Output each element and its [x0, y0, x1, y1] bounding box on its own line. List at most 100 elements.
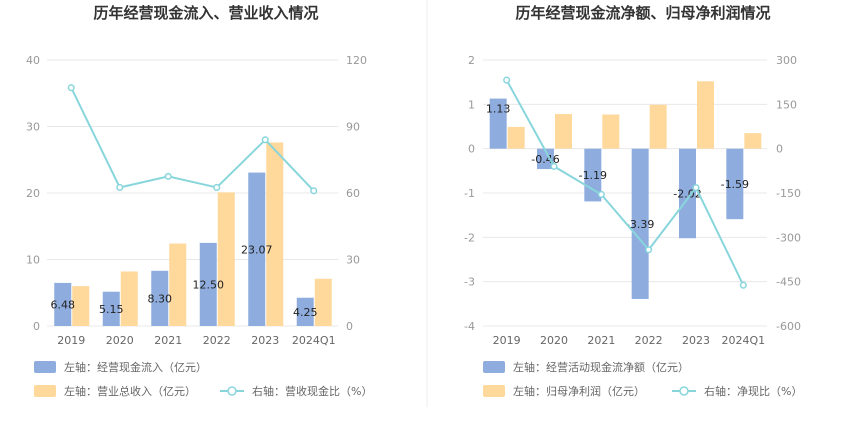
x-category-label: 2023 [682, 334, 710, 347]
x-category-label: 2020 [106, 334, 134, 347]
bar-series-2 [555, 114, 572, 149]
legend-label: 左轴：经营现金流入（亿元） [64, 360, 207, 374]
bar-series-1 [631, 148, 649, 299]
y-right-tick-label: -600 [776, 320, 801, 333]
y-right-tick-label: 120 [346, 54, 367, 67]
y-left-tick-label: 20 [26, 187, 40, 200]
data-label: 1.13 [486, 103, 511, 116]
data-label: -1.59 [721, 178, 749, 191]
line-point [597, 190, 605, 199]
line-point [550, 162, 558, 170]
bar-series-2 [266, 142, 284, 326]
legend-label: 左轴：归母净利润（亿元） [513, 384, 645, 398]
bar-series-1 [54, 282, 72, 326]
line-series [70, 87, 315, 192]
bar-series-1 [537, 148, 554, 170]
bar-series-2 [744, 133, 762, 149]
bar-series-2 [314, 278, 332, 326]
line-point [67, 84, 75, 92]
y-right-tick-label: 60 [346, 187, 360, 200]
y-left-tick-label: 0 [468, 143, 475, 156]
bar-series-2 [602, 114, 620, 149]
chart-title: 历年经营现金流净额、归母净利润情况 [515, 4, 770, 22]
y-left-tick-label: -4 [464, 320, 475, 333]
line-point [213, 183, 221, 192]
data-label: 8.30 [148, 292, 173, 305]
y-right-tick-label: 90 [346, 121, 360, 134]
y-right-tick-label: -450 [776, 276, 801, 289]
data-label: 5.15 [99, 303, 124, 316]
y-left-tick-label: 0 [33, 320, 40, 333]
bar-series-1 [248, 172, 266, 326]
bar-series-1 [489, 98, 507, 149]
bar-series-2 [649, 104, 667, 149]
x-category-label: 2023 [251, 334, 279, 347]
bar-series-2 [120, 271, 138, 326]
x-category-label: 2019 [493, 334, 521, 347]
legend-swatch-line-marker [227, 386, 237, 396]
line-point [310, 187, 318, 195]
data-label: -3.39 [626, 218, 654, 231]
bar-series-1 [726, 148, 744, 220]
x-category-label: 2019 [57, 334, 85, 347]
right-chart-panel: 历年经营现金流净额、归母净利润情况 -4 -3 -2 -1 0 1 2 -600 -450 -300… [464, 4, 802, 398]
data-label: 4.25 [293, 306, 318, 319]
legend-swatch-bar1 [483, 361, 505, 373]
legend-swatch-bar1 [34, 361, 56, 373]
bar-series-2 [72, 286, 90, 326]
line-point [739, 281, 747, 289]
bar-series-2 [697, 81, 714, 149]
bar-series-1 [584, 148, 602, 202]
legend-label: 左轴：经营活动现金流净额（亿元） [513, 360, 689, 374]
bar-series-1 [296, 297, 314, 326]
bar-series-2 [507, 126, 525, 149]
x-category-label: 2020 [540, 334, 568, 347]
x-category-label: 2021 [587, 334, 615, 347]
bar-series-1 [679, 148, 696, 239]
x-category-label: 2024Q1 [292, 334, 336, 347]
line-point [503, 76, 511, 84]
bar-series-2 [169, 243, 187, 326]
legend-swatch-bar2 [483, 385, 505, 397]
y-left-tick-label: 40 [26, 54, 40, 67]
legend-label: 右轴：营收现金比（%） [252, 384, 372, 398]
x-category-label: 2024Q1 [722, 334, 766, 347]
left-chart-panel: 历年经营现金流入、营业收入情况 0 10 20 30 40 0 30 60 90 120 2019 20… [26, 4, 372, 398]
line-series [505, 79, 745, 286]
chart-title: 历年经营现金流入、营业收入情况 [93, 4, 318, 22]
x-category-label: 2022 [635, 334, 663, 347]
y-right-tick-label: 0 [776, 143, 783, 156]
y-left-tick-label: 10 [26, 254, 40, 267]
line-point [164, 172, 172, 180]
legend-label: 左轴：营业总收入（亿元） [64, 384, 196, 398]
bar-series-2 [217, 192, 235, 326]
bar-series-1 [151, 270, 169, 326]
bar-series-1 [102, 291, 120, 326]
line-point [116, 183, 124, 192]
y-left-tick-label: -2 [464, 231, 475, 244]
legend-swatch-bar2 [34, 385, 56, 397]
x-category-label: 2022 [203, 334, 231, 347]
data-label: 12.50 [193, 278, 225, 291]
y-right-tick-label: -300 [776, 231, 801, 244]
legend-label: 右轴：净现比（%） [704, 384, 802, 398]
y-right-tick-label: 150 [776, 98, 797, 111]
bar-series-1 [199, 242, 217, 326]
data-label: 23.07 [241, 243, 273, 256]
y-left-tick-label: 2 [468, 54, 475, 67]
y-left-tick-label: -1 [464, 187, 475, 200]
y-right-tick-label: -150 [776, 187, 801, 200]
x-category-label: 2021 [154, 334, 182, 347]
y-right-tick-label: 30 [346, 254, 360, 267]
y-right-tick-label: 0 [346, 320, 353, 333]
data-label: -1.19 [579, 169, 607, 182]
line-point [261, 136, 269, 144]
y-left-tick-label: 30 [26, 121, 40, 134]
y-right-tick-label: 300 [776, 54, 797, 67]
line-point [692, 184, 700, 192]
line-point [645, 246, 653, 254]
legend-swatch-line-marker [679, 386, 689, 396]
y-left-tick-label: 1 [468, 98, 475, 111]
y-left-tick-label: -3 [464, 276, 475, 289]
